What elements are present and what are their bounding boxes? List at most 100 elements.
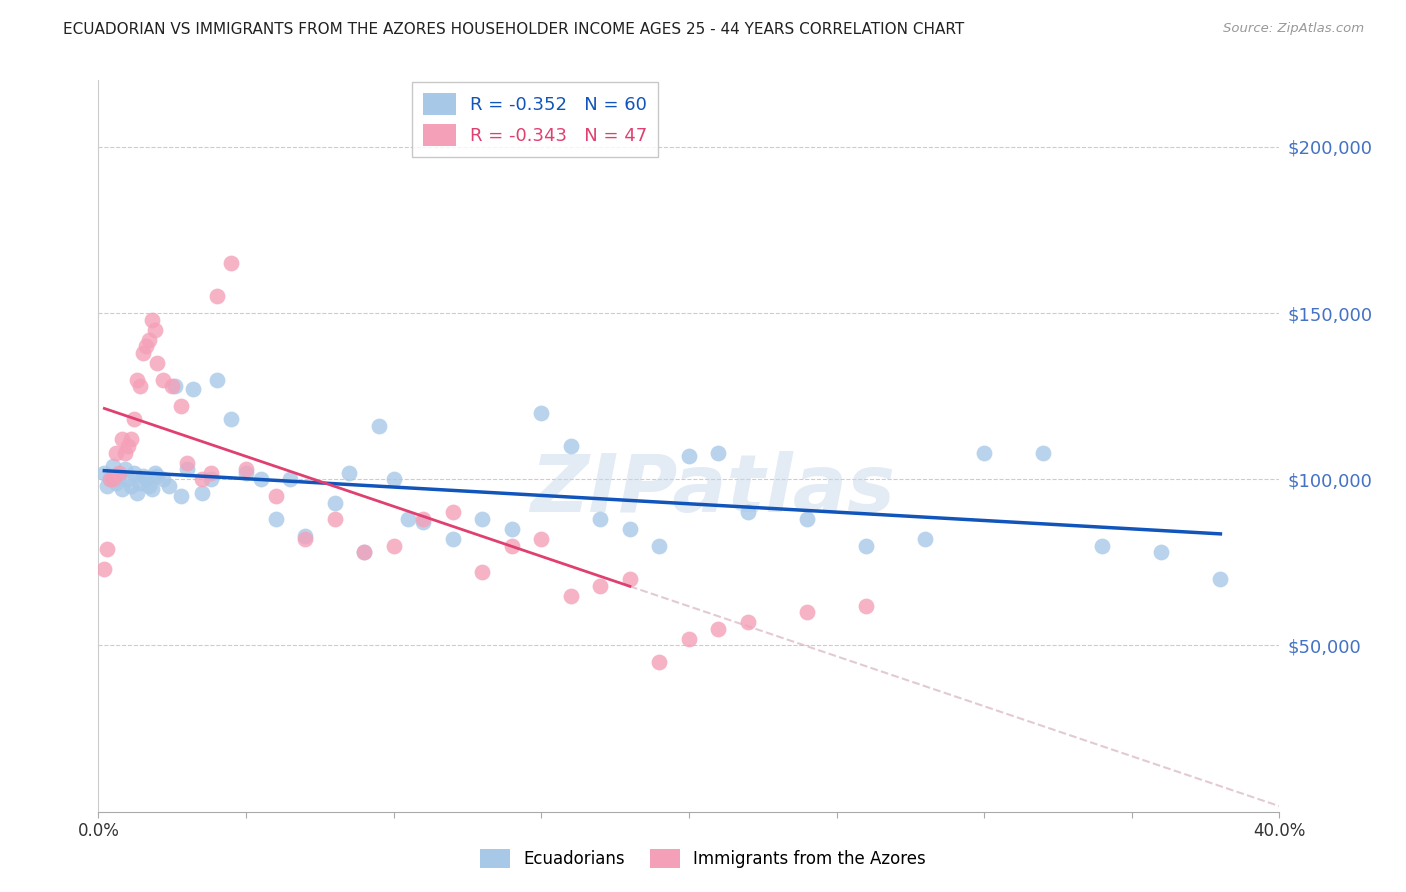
Point bbox=[146, 469, 169, 483]
Point bbox=[264, 512, 287, 526]
Point bbox=[128, 475, 150, 490]
Point bbox=[412, 516, 434, 530]
Point bbox=[648, 539, 671, 553]
Point bbox=[108, 466, 131, 480]
Point bbox=[1150, 545, 1173, 559]
Point bbox=[973, 445, 995, 459]
Point bbox=[176, 456, 198, 470]
Point bbox=[441, 532, 464, 546]
Text: Source: ZipAtlas.com: Source: ZipAtlas.com bbox=[1223, 22, 1364, 36]
Point bbox=[135, 339, 157, 353]
Point bbox=[1091, 539, 1114, 553]
Point bbox=[138, 333, 160, 347]
Point bbox=[143, 323, 166, 337]
Point bbox=[120, 433, 142, 447]
Point bbox=[170, 489, 193, 503]
Point bbox=[114, 462, 136, 476]
Point bbox=[796, 512, 818, 526]
Point bbox=[264, 489, 287, 503]
Point bbox=[191, 472, 214, 486]
Point bbox=[96, 479, 118, 493]
Point bbox=[560, 439, 582, 453]
Point bbox=[250, 472, 273, 486]
Point bbox=[105, 445, 128, 459]
Point bbox=[339, 466, 361, 480]
Point bbox=[125, 372, 148, 386]
Point bbox=[157, 479, 180, 493]
Point bbox=[382, 539, 405, 553]
Point bbox=[205, 289, 228, 303]
Point bbox=[205, 372, 228, 386]
Point bbox=[98, 472, 121, 486]
Point bbox=[152, 372, 174, 386]
Point bbox=[707, 622, 730, 636]
Point bbox=[619, 572, 641, 586]
Point bbox=[191, 485, 214, 500]
Point bbox=[589, 512, 612, 526]
Point bbox=[200, 472, 222, 486]
Point bbox=[111, 433, 134, 447]
Point bbox=[114, 445, 136, 459]
Point bbox=[382, 472, 405, 486]
Point bbox=[1032, 445, 1054, 459]
Point bbox=[200, 466, 222, 480]
Point bbox=[132, 346, 155, 360]
Point bbox=[120, 479, 142, 493]
Point bbox=[108, 469, 131, 483]
Point bbox=[353, 545, 375, 559]
Point bbox=[105, 475, 128, 490]
Point bbox=[132, 469, 155, 483]
Point bbox=[619, 522, 641, 536]
Point bbox=[138, 479, 160, 493]
Point bbox=[353, 545, 375, 559]
Point bbox=[162, 379, 183, 393]
Point bbox=[501, 522, 523, 536]
Point bbox=[796, 605, 818, 619]
Point bbox=[117, 472, 139, 486]
Point bbox=[589, 579, 612, 593]
Point bbox=[111, 482, 134, 496]
Text: ZIPatlas: ZIPatlas bbox=[530, 450, 896, 529]
Point bbox=[98, 472, 121, 486]
Point bbox=[235, 462, 257, 476]
Point bbox=[294, 529, 316, 543]
Point bbox=[146, 356, 169, 370]
Point bbox=[914, 532, 936, 546]
Point bbox=[235, 466, 257, 480]
Point bbox=[471, 512, 494, 526]
Point bbox=[678, 632, 700, 646]
Point bbox=[117, 439, 139, 453]
Point bbox=[165, 379, 187, 393]
Point bbox=[135, 472, 157, 486]
Point bbox=[855, 599, 877, 613]
Point bbox=[678, 449, 700, 463]
Point bbox=[323, 512, 346, 526]
Point bbox=[93, 562, 115, 576]
Point bbox=[176, 462, 198, 476]
Point bbox=[530, 532, 553, 546]
Point bbox=[181, 383, 204, 397]
Point bbox=[93, 466, 115, 480]
Point bbox=[294, 532, 316, 546]
Point bbox=[96, 542, 118, 557]
Point bbox=[122, 412, 145, 426]
Point bbox=[143, 466, 166, 480]
Point bbox=[501, 539, 523, 553]
Point bbox=[221, 256, 243, 270]
Point bbox=[122, 466, 145, 480]
Point bbox=[737, 615, 759, 630]
Point bbox=[103, 458, 125, 473]
Point bbox=[221, 412, 243, 426]
Point bbox=[125, 485, 148, 500]
Legend: Ecuadorians, Immigrants from the Azores: Ecuadorians, Immigrants from the Azores bbox=[474, 842, 932, 875]
Point bbox=[441, 506, 464, 520]
Legend: R = -0.352   N = 60, R = -0.343   N = 47: R = -0.352 N = 60, R = -0.343 N = 47 bbox=[412, 82, 658, 157]
Point bbox=[648, 655, 671, 669]
Point bbox=[530, 406, 553, 420]
Point bbox=[1209, 572, 1232, 586]
Point bbox=[323, 495, 346, 509]
Point bbox=[707, 445, 730, 459]
Point bbox=[128, 379, 150, 393]
Point bbox=[170, 399, 193, 413]
Point bbox=[368, 419, 391, 434]
